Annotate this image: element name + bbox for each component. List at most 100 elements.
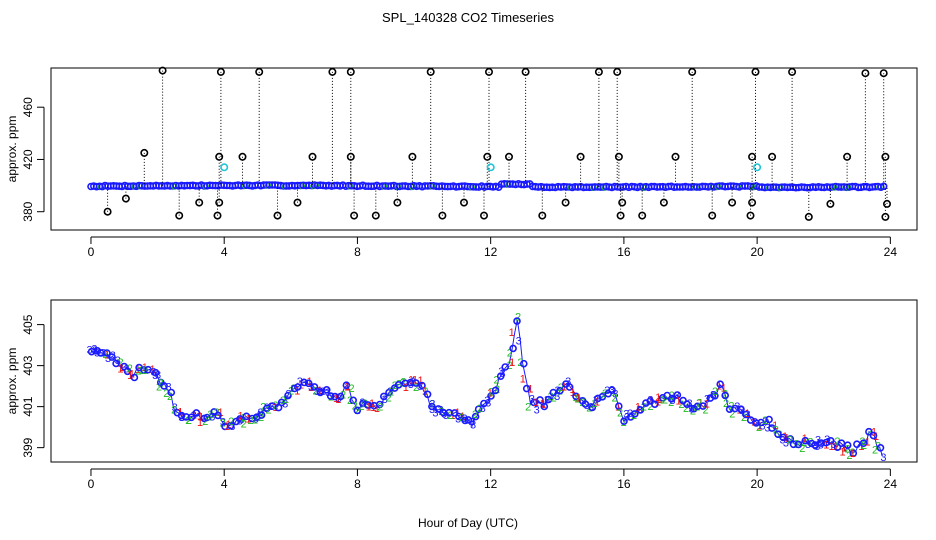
bottom-sample-digit: 2 (859, 436, 865, 448)
bottom-sample-digit: 2 (477, 403, 483, 415)
bottom-sample-point (236, 415, 244, 423)
bottom-sample-point (530, 398, 538, 407)
bottom-x-tick-label: 20 (750, 477, 764, 491)
bottom-sample-digit: 2 (728, 400, 734, 412)
bottom-sample-point (300, 378, 309, 387)
bottom-sample-digit: 1 (335, 394, 341, 406)
bottom-sample-digit: 3 (498, 366, 504, 378)
top-y-tick-label: 460 (21, 97, 35, 117)
bottom-sample-point (487, 392, 495, 400)
bottom-sample-point (509, 344, 517, 353)
bottom-sample-digit: 1 (127, 370, 133, 382)
bottom-sample-digit: 3 (123, 364, 129, 376)
top-high-spikes-point (751, 67, 760, 76)
bottom-sample-point (496, 372, 505, 381)
top-mid-spikes-point (576, 152, 585, 161)
bottom-y-axis-label: approx. ppm (5, 348, 19, 415)
bottom-sample-point (144, 365, 152, 374)
bottom-sample-digit: 2 (787, 435, 793, 447)
bottom-sample-point (203, 413, 211, 422)
bottom-sample-digit: 3 (462, 413, 468, 425)
bottom-sample-digit: 3 (110, 350, 116, 362)
bottom-sample-point (746, 416, 755, 424)
bottom-sample-digit: 3 (209, 411, 215, 423)
bottom-sample-point (869, 431, 878, 440)
top-mid-spikes-point (238, 152, 247, 161)
bottom-sample-digit: 1 (533, 397, 539, 409)
bottom-sample-point (322, 385, 331, 394)
bottom-x-tick-label: 8 (354, 477, 361, 491)
bottom-sample-digit: 1 (841, 442, 847, 454)
bottom-sample-digit: 2 (846, 450, 852, 462)
top-y-tick-label: 380 (21, 201, 35, 221)
bottom-sample-digit: 2 (136, 366, 142, 378)
bottom-sample-digit: 2 (612, 392, 618, 404)
bottom-sample-point (673, 391, 682, 399)
bottom-sample-digit: 3 (387, 386, 393, 398)
bottom-sample-digit: 1 (129, 368, 135, 380)
bottom-sample-digit: 1 (344, 381, 350, 393)
top-low-points-point (371, 211, 380, 220)
top-low-points-point (728, 198, 737, 207)
bottom-sample-digit: 1 (224, 421, 230, 433)
top-low-points-point (561, 198, 570, 207)
bottom-sample-digit: 2 (156, 382, 162, 394)
bottom-sample-point (833, 443, 842, 452)
bottom-sample-digit: 3 (325, 387, 331, 399)
top-mid-spikes-point (881, 152, 890, 161)
bottom-sample-digit: 1 (509, 357, 515, 369)
top-mid-spikes-point (308, 152, 317, 161)
bottom-sample-point (757, 418, 765, 427)
bottom-sample-point (630, 410, 639, 418)
bottom-sample-point (737, 405, 745, 414)
bottom-sample-point (455, 412, 463, 421)
bottom-sample-point (716, 380, 725, 389)
bottom-sample-digit: 1 (197, 411, 203, 423)
bottom-sample-digit: 2 (358, 401, 364, 413)
bottom-sample-digit: 2 (507, 347, 513, 359)
bottom-sample-digit: 3 (544, 395, 550, 407)
bottom-sample-digit: 2 (400, 377, 406, 389)
bottom-sample-digit: 3 (429, 399, 435, 411)
bottom-sample-digit: 1 (858, 441, 864, 453)
bottom-sample-digit: 3 (257, 407, 263, 419)
top-cyan-markers-point (220, 163, 229, 172)
bottom-sample-point (849, 449, 858, 458)
bottom-sample-point (412, 379, 420, 387)
bottom-sample-digit: 2 (348, 383, 354, 395)
bottom-sample-digit: 3 (637, 405, 643, 417)
bottom-sample-digit: 3 (710, 390, 716, 402)
bottom-sample-point (140, 366, 148, 374)
bottom-sample-digit: 1 (655, 392, 661, 404)
top-mid-spikes-point (504, 152, 513, 161)
bottom-sample-point (284, 391, 292, 400)
top-low-points-point (881, 212, 890, 221)
bottom-y-tick-label: 401 (21, 396, 35, 416)
bottom-x-tick-label: 12 (484, 477, 498, 491)
bottom-sample-digit: 3 (516, 335, 522, 347)
bottom-sample-point (565, 383, 574, 391)
bottom-sample-point (277, 398, 286, 407)
bottom-sample-digit: 1 (736, 404, 742, 416)
bottom-sample-point (540, 402, 549, 411)
bottom-sample-point (428, 402, 436, 411)
top-baseline-point-alt (310, 183, 317, 190)
top-mid-spikes-point (748, 152, 757, 161)
bottom-sample-point (103, 349, 111, 357)
bottom-sample-digit: 1 (370, 402, 376, 414)
bottom-sample-point (544, 395, 553, 404)
bottom-sample-digit: 1 (417, 375, 423, 387)
bottom-sample-digit: 2 (312, 385, 318, 397)
bottom-sample-digit: 3 (669, 395, 675, 407)
bottom-sample-digit: 1 (615, 402, 621, 414)
chart-title: SPL_140328 CO2 Timeseries (382, 10, 554, 25)
bottom-sample-point (123, 367, 132, 376)
bottom-sample-digit: 1 (594, 397, 600, 409)
top-cyan-markers-point (486, 163, 495, 172)
top-low-points-point (659, 198, 668, 207)
bottom-sample-digit: 3 (366, 400, 372, 412)
top-low-points-point (175, 211, 184, 220)
bottom-sample-point (257, 411, 266, 419)
bottom-sample-point (752, 419, 761, 427)
